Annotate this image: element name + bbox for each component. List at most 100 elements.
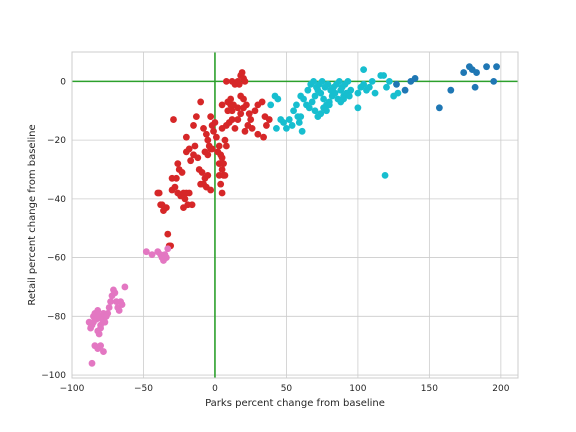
x-tick-label: −50: [134, 384, 153, 394]
data-point-cyan: [344, 77, 352, 85]
data-point-cyan: [385, 77, 393, 85]
data-point-red: [218, 166, 226, 173]
data-point-cyan: [300, 95, 307, 103]
data-point-red: [185, 145, 193, 153]
data-point-pink: [90, 318, 97, 326]
data-point-red: [231, 124, 239, 132]
data-point-red: [228, 116, 236, 123]
data-point-cyan: [317, 110, 325, 118]
data-point-red: [181, 195, 189, 203]
data-point-pink: [100, 348, 107, 355]
data-point-cyan: [340, 95, 348, 103]
data-point-cyan: [304, 86, 312, 94]
data-point-blue: [460, 69, 468, 76]
data-point-red: [263, 122, 270, 129]
data-point-cyan: [274, 95, 282, 103]
data-point-cyan: [383, 83, 390, 91]
reference-lines: [72, 52, 518, 378]
data-point-red: [188, 201, 196, 209]
y-tick-label: −80: [47, 312, 66, 322]
data-point-blue: [493, 63, 500, 71]
data-point-red: [170, 116, 177, 123]
data-point-red: [230, 101, 237, 109]
data-point-pink: [97, 342, 104, 350]
data-point-cyan: [324, 80, 332, 88]
data-point-red: [208, 145, 216, 153]
data-point-red: [251, 107, 259, 115]
data-point-pink: [107, 298, 114, 306]
data-point-red: [182, 133, 190, 141]
data-point-pink: [115, 307, 123, 314]
y-tick-label: −40: [47, 195, 66, 205]
x-tick-label: 100: [349, 384, 366, 394]
data-point-cyan: [365, 83, 373, 91]
y-tick-label: −100: [41, 371, 66, 381]
data-point-pink: [142, 248, 150, 256]
x-tick-label: 0: [212, 384, 218, 394]
data-point-cyan: [320, 95, 327, 103]
data-point-red: [198, 169, 206, 176]
data-point-pink: [94, 307, 102, 314]
data-point-blue: [473, 69, 480, 76]
data-point-cyan: [354, 89, 362, 97]
data-point-red: [164, 230, 172, 238]
data-point-red: [254, 130, 262, 138]
data-point-cyan: [311, 107, 319, 115]
data-point-pink: [121, 283, 129, 291]
data-point-cyan: [288, 122, 296, 129]
data-point-red: [220, 160, 227, 168]
y-tick-label: −60: [47, 254, 66, 264]
data-point-cyan: [310, 77, 317, 85]
data-point-blue: [447, 86, 455, 94]
data-point-red: [240, 95, 247, 103]
data-point-cyan: [283, 124, 290, 132]
data-point-blue: [411, 75, 419, 82]
data-point-cyan: [335, 77, 343, 85]
data-point-red: [224, 107, 232, 115]
x-axis-label: Parks percent change from baseline: [205, 398, 385, 409]
data-point-red: [187, 157, 195, 165]
y-axis-label: Retail percent change from baseline: [27, 124, 38, 305]
data-point-cyan: [293, 101, 300, 109]
data-point-red: [172, 174, 180, 182]
data-point-cyan: [360, 66, 368, 74]
data-point-pink: [104, 309, 112, 317]
data-point-red: [197, 98, 205, 106]
data-point-cyan: [280, 119, 287, 126]
data-point-red: [190, 122, 197, 129]
data-point-pink: [162, 254, 170, 261]
data-point-cyan: [297, 113, 305, 121]
x-tick-label: 150: [421, 384, 438, 394]
x-tick-label: −100: [60, 384, 85, 394]
data-point-red: [180, 204, 187, 212]
data-point-red: [194, 154, 202, 162]
data-point-red: [221, 136, 229, 144]
data-point-red: [204, 136, 212, 144]
data-point-red: [260, 133, 267, 141]
data-point-cyan: [318, 77, 326, 85]
data-point-pink: [105, 304, 113, 311]
data-point-pink: [101, 318, 109, 326]
data-point-red: [241, 127, 249, 135]
data-point-cyan: [295, 119, 303, 126]
data-point-cyan: [298, 127, 306, 135]
data-point-red: [258, 98, 266, 106]
data-point-red: [265, 116, 273, 123]
data-point-red: [154, 189, 162, 197]
data-point-red: [227, 95, 235, 103]
data-point-cyan: [305, 104, 313, 112]
data-point-red: [200, 124, 207, 132]
data-point-red: [174, 160, 182, 168]
data-point-blue: [483, 63, 490, 71]
data-point-cyan: [368, 77, 376, 85]
data-point-red: [212, 133, 220, 141]
data-point-red: [238, 69, 246, 76]
plot-frame: [71, 51, 519, 379]
data-point-red: [248, 124, 256, 132]
data-point-red: [185, 189, 193, 197]
data-point-red: [204, 171, 212, 179]
data-point-red: [217, 180, 225, 188]
data-point-red: [215, 142, 223, 150]
